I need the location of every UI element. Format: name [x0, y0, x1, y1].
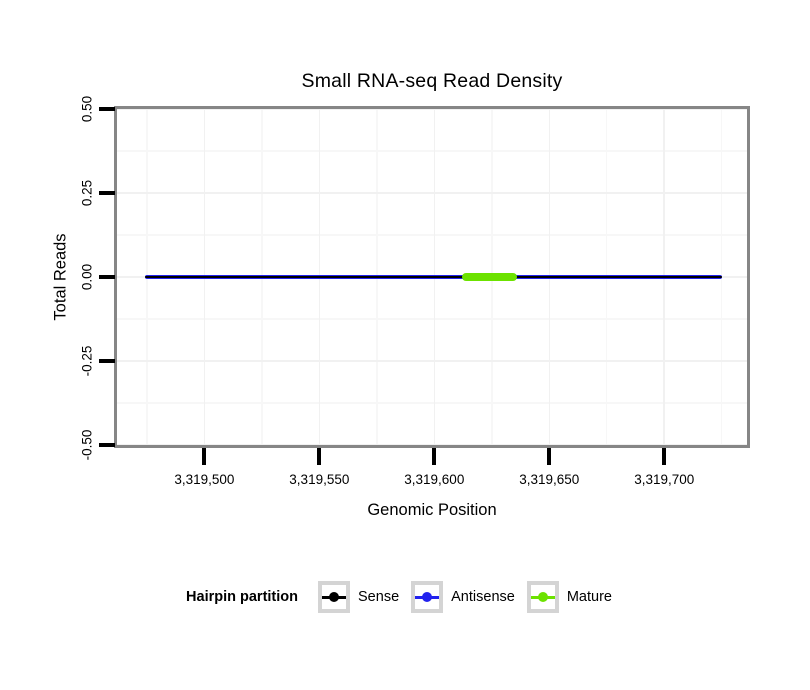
y-tick-mark — [99, 359, 115, 363]
legend-label: Mature — [566, 589, 612, 605]
x-tick-label: 3,319,700 — [634, 472, 695, 487]
legend-items: Sense Antisense Mature — [318, 581, 624, 613]
minor-gridline-h — [117, 234, 747, 236]
y-tick-label: -0.50 — [79, 429, 95, 461]
legend-item-antisense: Antisense — [411, 581, 527, 613]
major-gridline-h — [117, 360, 747, 362]
y-tick-mark — [99, 443, 115, 447]
y-tick-label: 0.25 — [79, 179, 95, 207]
major-gridline-h — [117, 444, 747, 445]
plot-area — [117, 109, 747, 445]
x-tick-mark — [202, 448, 207, 465]
major-gridline-h — [117, 192, 747, 194]
x-tick-label: 3,319,650 — [519, 472, 580, 487]
y-axis-title: Total Reads — [51, 233, 70, 321]
legend: Hairpin partition Sense Antisense Mature — [0, 581, 810, 613]
legend-label: Sense — [358, 589, 400, 605]
x-axis-title: Genomic Position — [367, 501, 497, 519]
series-line-sense — [144, 276, 722, 278]
legend-key-mature-icon — [526, 581, 559, 613]
y-tick-mark — [99, 275, 115, 279]
x-tick-mark — [317, 448, 322, 465]
major-gridline-h — [117, 109, 747, 110]
legend-label: Antisense — [451, 589, 515, 605]
y-tick-label: -0.25 — [79, 345, 95, 377]
legend-key-dot — [537, 592, 548, 602]
minor-gridline-h — [117, 402, 747, 404]
series-line-mature — [461, 273, 518, 281]
chart-title: Small RNA-seq Read Density — [301, 70, 563, 92]
y-tick-label: 0.00 — [79, 263, 95, 291]
y-tick-label: 0.50 — [79, 95, 95, 123]
x-tick-label: 3,319,500 — [174, 472, 235, 487]
legend-item-mature: Mature — [526, 581, 624, 613]
legend-key-antisense-icon — [411, 581, 444, 613]
x-tick-mark — [662, 448, 667, 465]
x-tick-label: 3,319,550 — [289, 472, 350, 487]
x-tick-mark — [432, 448, 437, 465]
y-tick-mark — [99, 191, 115, 195]
legend-key-dot — [329, 592, 340, 602]
legend-item-sense: Sense — [318, 581, 411, 613]
minor-gridline-h — [117, 150, 747, 152]
y-tick-mark — [99, 107, 115, 111]
minor-gridline-h — [117, 318, 747, 320]
legend-title: Hairpin partition — [186, 589, 299, 605]
legend-key-dot — [422, 592, 433, 602]
legend-key-sense-icon — [318, 581, 351, 613]
x-tick-mark — [547, 448, 552, 465]
x-tick-label: 3,319,600 — [404, 472, 465, 487]
